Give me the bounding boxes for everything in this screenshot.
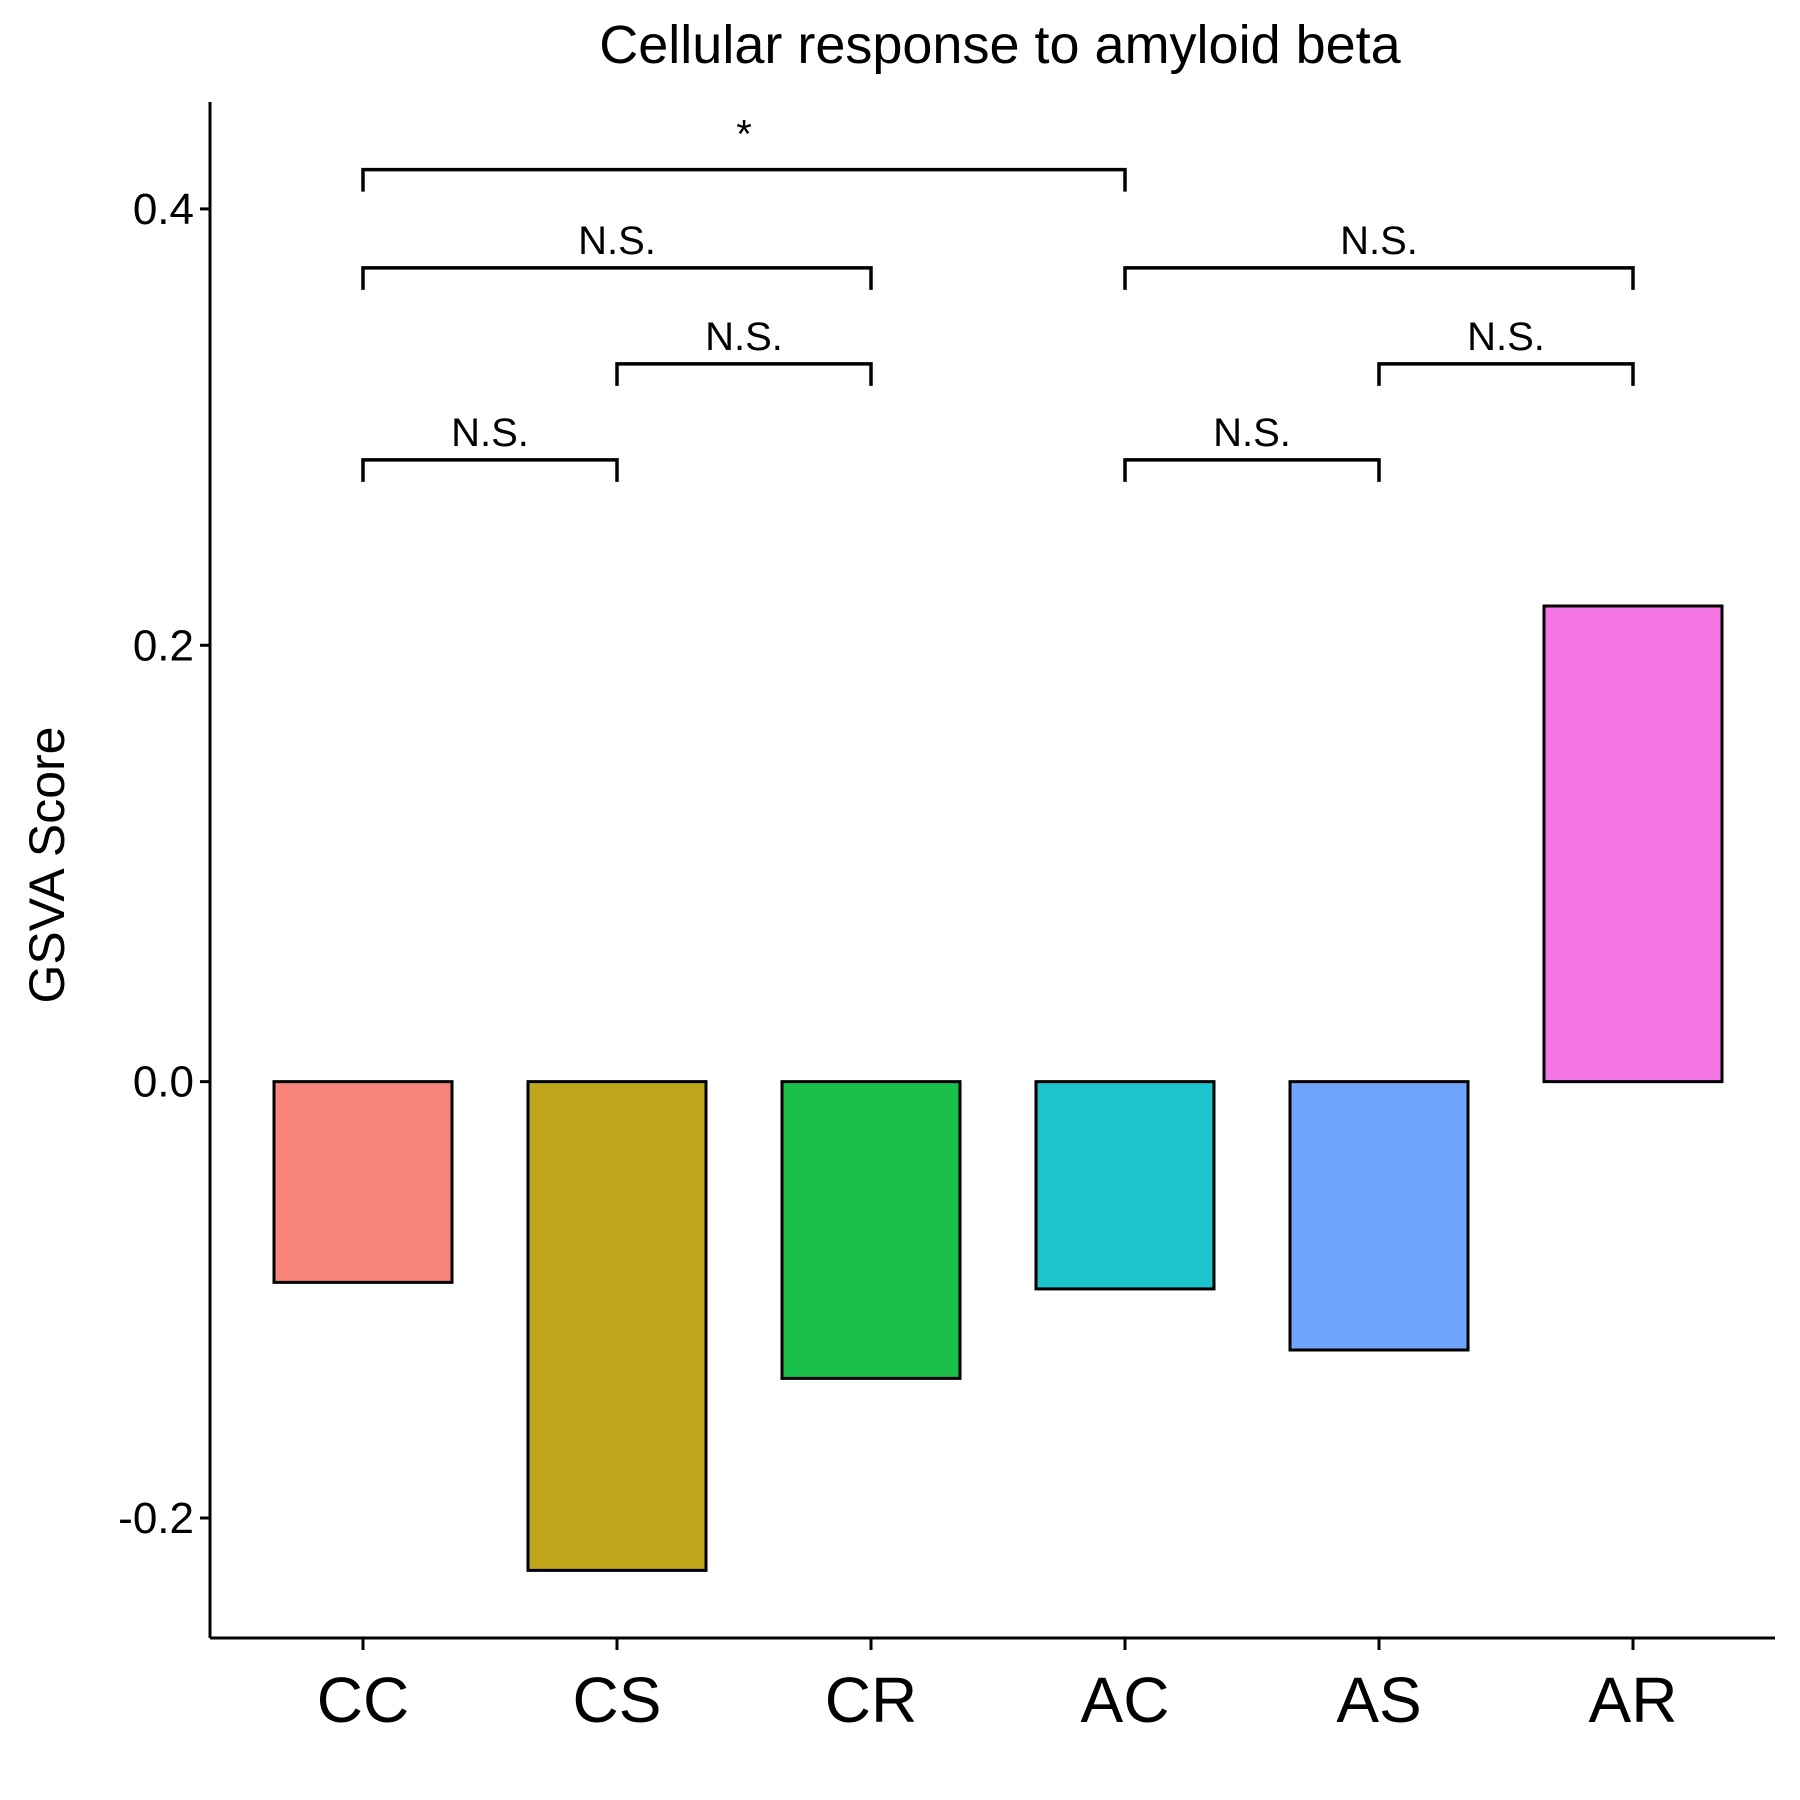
x-tick-label: CC — [317, 1664, 409, 1736]
bar-ac — [1034, 1080, 1216, 1291]
significance-label: N.S. — [705, 315, 783, 359]
x-tick-label: CR — [825, 1664, 917, 1736]
chart-title: Cellular response to amyloid beta — [599, 15, 1401, 75]
significance-label: N.S. — [451, 411, 529, 455]
bar-ar — [1542, 604, 1724, 1084]
significance-label: N.S. — [578, 219, 656, 263]
significance-label: N.S. — [1213, 411, 1291, 455]
significance-bracket — [1377, 362, 1635, 386]
y-axis: -0.2 0.0 0.2 0.4 — [118, 102, 212, 1638]
x-tick-label: CS — [573, 1664, 662, 1736]
significance-brackets: N.S. N.S. N.S. * N.S. N.S. N.S. — [361, 113, 1635, 482]
significance-label: N.S. — [1340, 219, 1418, 263]
bar-cs — [526, 1080, 708, 1572]
bars-group — [272, 604, 1724, 1572]
significance-bracket — [361, 266, 873, 290]
x-tick-label: AS — [1336, 1664, 1421, 1736]
y-tick-label: 0.2 — [133, 621, 194, 670]
bar-cr — [780, 1080, 962, 1380]
x-tick-label: AR — [1589, 1664, 1678, 1736]
bar-as — [1288, 1080, 1470, 1352]
y-axis-label: GSVA Score — [19, 727, 75, 1004]
significance-bracket — [1123, 458, 1381, 482]
significance-bracket — [361, 167, 1127, 192]
significance-bracket — [361, 458, 619, 482]
significance-label: N.S. — [1467, 315, 1545, 359]
significance-bracket — [615, 362, 873, 386]
significance-bracket — [1123, 266, 1635, 290]
y-tick-label: 0.4 — [133, 185, 194, 234]
y-tick-label: -0.2 — [118, 1494, 194, 1543]
x-axis: CC CS CR AC AS AR — [210, 1636, 1775, 1736]
bar-cc — [272, 1080, 454, 1284]
y-tick-label: 0.0 — [133, 1058, 194, 1107]
significance-label: * — [736, 113, 752, 157]
x-tick-label: AC — [1081, 1664, 1170, 1736]
